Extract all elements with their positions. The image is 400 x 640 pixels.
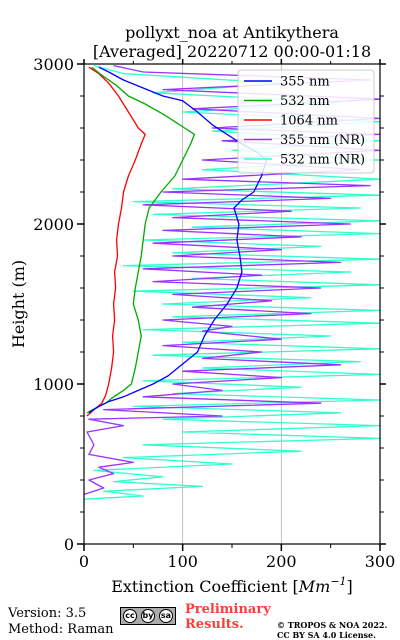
x-tick-label-3: 300 [365, 552, 396, 571]
preliminary-line2: Results. [185, 617, 244, 632]
x-tick-label-0: 0 [79, 552, 89, 571]
cc-icon: cc [123, 609, 137, 623]
copyright-line1: © TROPOS & NOA 2022. [277, 620, 388, 630]
cc-license-badge: cc by sa [120, 607, 176, 625]
y-tick-label-2: 2000 [33, 215, 74, 234]
attribution-icon: by [141, 609, 155, 623]
y-tick-label-0: 0 [64, 535, 74, 554]
series-line-1 [86, 66, 196, 414]
chart-title-line1: pollyxt_noa at Antikythera [125, 23, 339, 42]
copyright-note: © TROPOS & NOA 2022. CC BY SA 4.0 Licens… [277, 620, 387, 640]
share-alike-icon: sa [159, 609, 173, 623]
legend-label-3: 355 nm (NR) [280, 133, 365, 148]
preliminary-line1: Preliminary [185, 602, 271, 617]
legend-label-1: 532 nm [280, 94, 330, 109]
legend-label-0: 355 nm [280, 75, 330, 90]
x-axis-label: Extinction Coefficient [Mm−1] [111, 575, 353, 596]
legend-label-2: 1064 nm [280, 114, 338, 129]
legend: 355 nm 532 nm 1064 nm 355 nm (NR) 532 nm (NR… [237, 69, 375, 174]
chart-title-line2: [Averaged] 20220712 00:00-01:18 [93, 42, 371, 61]
y-tick-label-1: 1000 [33, 375, 74, 394]
x-tick-label-2: 200 [266, 552, 297, 571]
method-label: Method: Raman [8, 622, 114, 637]
version-label: Version: 3.5 [8, 606, 87, 621]
series-line-2 [86, 66, 146, 417]
y-tick-label-3: 3000 [33, 55, 74, 74]
y-axis-label: Height (m) [9, 260, 28, 348]
preliminary-results-note: Preliminary Results. [185, 602, 271, 632]
copyright-line2: CC BY SA 4.0 License. [277, 630, 376, 640]
series-line-0 [88, 66, 268, 414]
legend-label-4: 532 nm (NR) [280, 153, 365, 168]
legend-box [237, 69, 375, 174]
x-tick-label-1: 100 [167, 552, 198, 571]
